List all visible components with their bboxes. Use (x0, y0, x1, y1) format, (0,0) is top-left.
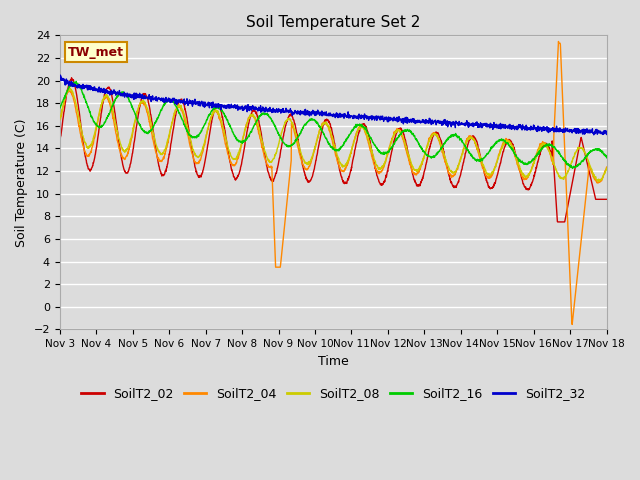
Y-axis label: Soil Temperature (C): Soil Temperature (C) (15, 118, 28, 247)
X-axis label: Time: Time (318, 355, 349, 368)
Title: Soil Temperature Set 2: Soil Temperature Set 2 (246, 15, 420, 30)
Legend: SoilT2_02, SoilT2_04, SoilT2_08, SoilT2_16, SoilT2_32: SoilT2_02, SoilT2_04, SoilT2_08, SoilT2_… (76, 383, 590, 406)
Text: TW_met: TW_met (68, 46, 124, 59)
